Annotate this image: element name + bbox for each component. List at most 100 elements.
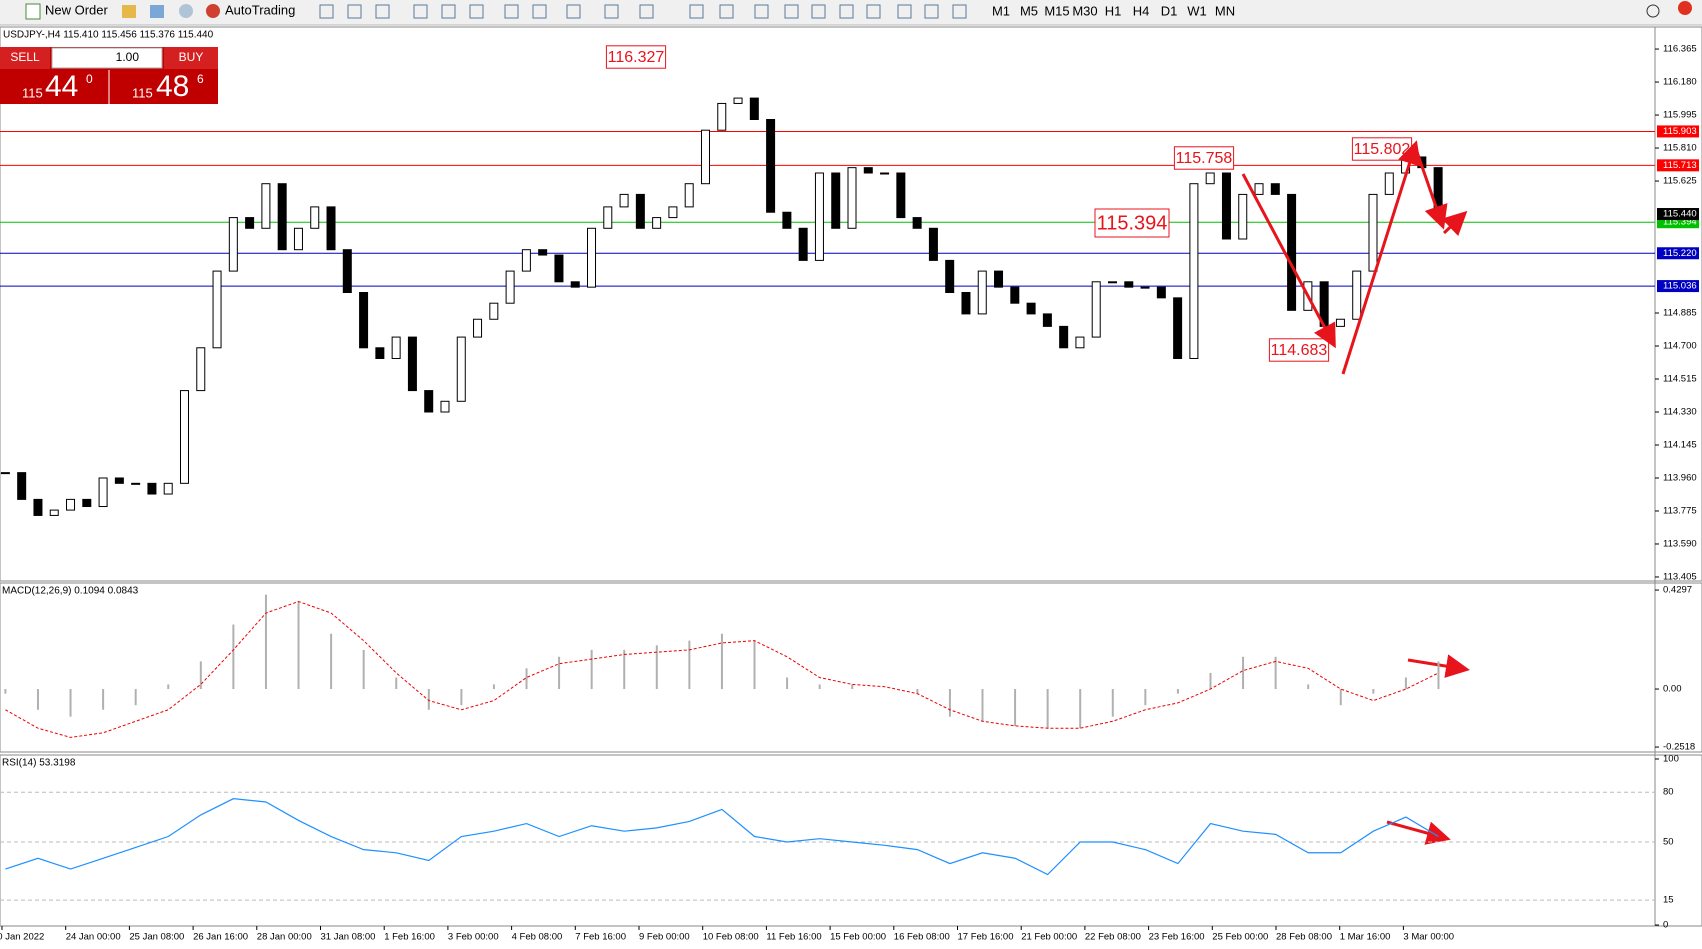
level-label: 115.394 (1663, 217, 1697, 228)
toolbar-bg (0, 0, 1702, 25)
tool-icon[interactable] (441, 4, 456, 19)
candle (912, 217, 922, 229)
icon[interactable] (179, 4, 193, 18)
candle (652, 217, 662, 229)
timeframe-button[interactable]: H1 (1105, 3, 1122, 18)
sell-pip[interactable]: 0 (86, 72, 93, 86)
candle (489, 302, 499, 320)
new-order-button[interactable]: New Order (25, 2, 109, 20)
x-tick-label: 4 Feb 08:00 (512, 932, 563, 943)
y-tick-label: 0.00 (1663, 684, 1682, 695)
tool-icon[interactable] (604, 4, 619, 19)
candle (261, 183, 271, 229)
level-label: 115.220 (1663, 248, 1697, 259)
sell-big[interactable]: 115 (22, 85, 43, 100)
toolbar: New Order AutoTrading M1 M5 M15 M30 H1 H4 D1 W1… (0, 0, 1702, 26)
candle (407, 336, 417, 392)
tool-icon[interactable] (566, 4, 581, 19)
tool-icon[interactable] (413, 4, 428, 19)
buy-main[interactable]: 48 (156, 70, 189, 103)
candle (521, 249, 531, 272)
x-tick-label: 9 Feb 00:00 (639, 932, 690, 943)
candle (245, 217, 255, 229)
tool-icon[interactable] (839, 4, 854, 19)
candle (1156, 286, 1166, 299)
tool-icon[interactable] (469, 4, 484, 19)
candle (749, 97, 759, 120)
price-annotation-box (1268, 338, 1330, 362)
candle (310, 206, 320, 229)
y-tick-label: 114.330 (1663, 407, 1697, 418)
tool-icon[interactable] (866, 4, 881, 19)
candle (733, 97, 743, 104)
candle (928, 227, 938, 261)
tool-icons (319, 4, 967, 19)
x-tick-label: 3 Mar 00:00 (1403, 932, 1454, 943)
x-tick-label: 11 Feb 16:00 (766, 932, 821, 943)
sell-button[interactable] (0, 47, 50, 69)
tool-icon[interactable] (811, 4, 826, 19)
candle (277, 183, 287, 251)
price-chart: 116.365 116.180 115.995 115.810 115.625 114.8… (0, 44, 1699, 582)
candle (717, 102, 727, 131)
price-annotation: 115.394 (1097, 212, 1168, 234)
candle (766, 118, 776, 213)
buy-button[interactable] (164, 47, 218, 69)
y-tick-label: -0.2518 (1663, 742, 1695, 753)
rsi-label: RSI(14) 53.3198 (2, 758, 76, 769)
y-tick-label: 115.625 (1663, 176, 1697, 187)
autotrading-button[interactable]: AutoTrading (206, 2, 295, 18)
tool-icon[interactable] (719, 4, 734, 19)
candle (619, 193, 629, 208)
arrow (1407, 654, 1470, 678)
tool-icon[interactable] (924, 4, 939, 19)
candle (1221, 172, 1231, 240)
tool-icon[interactable] (754, 4, 769, 19)
icon[interactable] (150, 5, 164, 18)
sell-main[interactable]: 44 (45, 70, 78, 103)
symbol-info: USDJPY-,H4 115.410 115.456 115.376 115.4… (3, 30, 214, 41)
arrow (1341, 140, 1422, 375)
notifications[interactable] (1678, 1, 1692, 15)
level-tag (1657, 125, 1699, 138)
price-annotation: 114.683 (1271, 342, 1328, 359)
candle (1010, 286, 1020, 304)
tool-icon[interactable] (897, 4, 912, 19)
tool-icon[interactable] (639, 4, 654, 19)
tool-icon[interactable] (952, 4, 967, 19)
search-icon[interactable] (1646, 4, 1660, 18)
macd-pane (0, 582, 1702, 753)
icon[interactable] (122, 5, 136, 18)
tool-icon[interactable] (319, 4, 334, 19)
tool-icon[interactable] (532, 4, 547, 19)
timeframe-button[interactable]: M30 (1072, 3, 1097, 18)
level-tag (1657, 247, 1699, 260)
buy-big[interactable]: 115 (132, 85, 153, 100)
timeframe-button[interactable]: W1 (1187, 3, 1207, 18)
candle (473, 318, 483, 338)
tool-icon[interactable] (504, 4, 519, 19)
main-pane (0, 26, 1702, 582)
timeframe-button[interactable]: M1 (992, 3, 1010, 18)
lots-input[interactable] (51, 47, 163, 69)
one-click-trading: SELL 1.00 BUY 115 44 0 115 48 6 (0, 47, 218, 104)
timeframe-button[interactable]: M15 (1044, 3, 1069, 18)
candle (700, 129, 710, 185)
timeframe-button[interactable]: H4 (1133, 3, 1150, 18)
timeframe-button[interactable]: MN (1215, 3, 1235, 18)
level-label: 115.713 (1663, 160, 1697, 171)
candle (1059, 325, 1069, 349)
timeframe-button[interactable]: D1 (1161, 3, 1178, 18)
tool-icon[interactable] (784, 4, 799, 19)
candle (1091, 281, 1101, 338)
x-tick-label: 31 Jan 08:00 (321, 932, 376, 943)
candle (603, 206, 613, 229)
x-tick-label: 24 Jan 00:00 (66, 932, 121, 943)
candle (375, 347, 385, 359)
tool-icon[interactable] (375, 4, 390, 19)
tool-icon[interactable] (689, 4, 704, 19)
x-tick-label: 25 Jan 08:00 (129, 932, 184, 943)
tool-icon[interactable] (347, 4, 362, 19)
timeframe-button[interactable]: M5 (1020, 3, 1038, 18)
buy-pip[interactable]: 6 (197, 72, 204, 86)
